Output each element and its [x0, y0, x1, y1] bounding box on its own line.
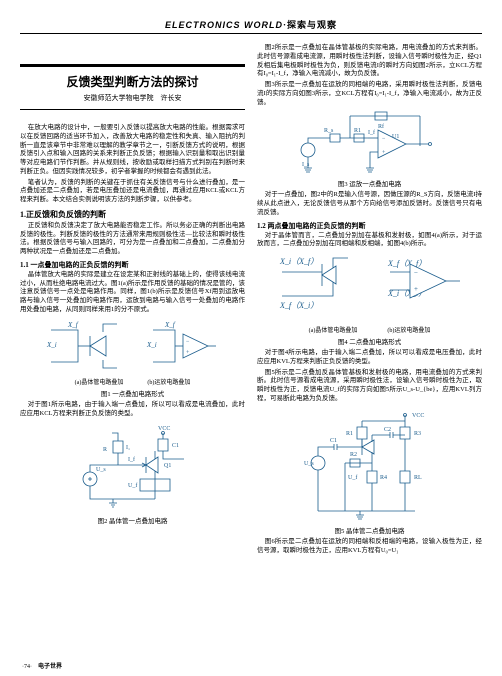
svg-text:I_f: I_f — [368, 129, 375, 136]
svg-text:R2: R2 — [350, 452, 357, 458]
svg-text:R3: R3 — [414, 431, 421, 437]
svg-text:Rf: Rf — [378, 123, 384, 130]
intro-para-1: 在放大电路的设计中，一般要引入反馈以提高放大电路的性能。根据需求可以在反馈回路的… — [20, 124, 245, 177]
right-column: 图2所示是一点叠加在晶体管基极的实际电路，用电流叠加的方式来判断。此时信号源看成… — [257, 44, 482, 652]
section-1-heading: 1.正反馈和负反馈的判断 — [20, 209, 245, 220]
right-para-2: 图3所示是一点叠加在运放的同相端的电路，采用瞬时极性法判断，反馈电流I的实际方向… — [257, 81, 482, 107]
intro-para-2: 笔者认为，反馈的判断的关键在于抓住有关反馈信号与什么进行叠加，是一点叠加还是二点… — [20, 179, 245, 205]
figure-1-subcaptions: (a)晶体管电路叠加 (b)运放电路叠加 — [20, 377, 245, 386]
section-1-1-para-1: 晶体管放大电路的实际是建立在设定某和正射线的基础上的，使得该线电流过小，从而杜绝… — [20, 271, 245, 315]
svg-text:R1: R1 — [354, 128, 361, 134]
svg-text:U_s: U_s — [96, 467, 106, 473]
section-1-2-para-3: 图5所示是二点叠加反晶体管基极和发射极的电路，用电流叠加的方式来判断。此时信号源… — [257, 369, 482, 404]
svg-text:Q1: Q1 — [164, 463, 171, 469]
svg-text:R: R — [103, 447, 107, 453]
left-column: 反馈类型判断方法的探讨 安徽师范大学物电学院 许长安 在放大电路的设计中，一般要… — [20, 44, 245, 652]
svg-text:−: − — [414, 269, 418, 277]
svg-text:X_i: X_i — [46, 341, 57, 349]
svg-text:U1: U1 — [392, 134, 399, 140]
svg-text:X_f: X_f — [67, 321, 79, 329]
figure-5-caption: 图5 晶体管二点叠加电路 — [257, 525, 482, 535]
figure-4-svg: X_i（X_f） X_f（X_i） X_f（X_f） X_i（X_i） − + — [270, 252, 470, 324]
figure-4: X_i（X_f） X_f（X_i） X_f（X_f） X_i（X_i） − + … — [257, 252, 482, 346]
svg-text:X_f（X_f）: X_f（X_f） — [387, 259, 426, 268]
figure-2-caption: 图2 晶体管一点叠加电路 — [20, 515, 245, 525]
svg-text:I_f: I_f — [128, 456, 135, 463]
right-para-1: 图2所示是一点叠加在晶体管基极的实际电路，用电流叠加的方式来判断。此时信号源看成… — [257, 44, 482, 79]
svg-text:R1: R1 — [346, 431, 353, 437]
svg-text:RL: RL — [414, 475, 422, 481]
svg-text:X_i（X_f）: X_i（X_f） — [279, 257, 318, 266]
svg-text:+: + — [414, 285, 418, 293]
figure-4-caption: 图4 二点叠加电路形式 — [257, 336, 482, 346]
article-title: 反馈类型判断方法的探讨 — [20, 73, 245, 90]
figure-5: VCC R1 R3 C1 C2 U_s R2 U_f R4 RL 图5 晶体管二… — [257, 407, 482, 535]
svg-text:R_s: R_s — [324, 128, 334, 134]
section-1-para: 正反馈和负反馈决定了放大电路能否稳定工作。所以务必正确的判断出电路反馈的极性。判… — [20, 222, 245, 257]
svg-text:X_f（X_i）: X_f（X_i） — [279, 301, 318, 310]
svg-text:VCC: VCC — [158, 426, 170, 432]
article-authors: 安徽师范大学物电学院 许长安 — [20, 93, 245, 103]
section-1-1-para-2: 对于图1所示电路，由于输入端一点叠加，所以可以看成是电流叠加，此时应应用KCL方… — [20, 401, 245, 419]
section-1-2-para-2: 对于图4所示电路，由于输入端二点叠加，所以可以看成是电压叠加，此时应应用KVL方… — [257, 349, 482, 367]
section-1-2-para-1: 对于晶体管而言，二点叠加分别加在基极和发射极，如图4(a)所示，对于运放而言，二… — [257, 232, 482, 250]
svg-text:C1: C1 — [330, 438, 337, 444]
svg-text:R4: R4 — [380, 475, 387, 481]
svg-text:X_i: X_i — [146, 341, 157, 349]
figure-1: X_f X_i X_f X_i − + (a)晶体管电路叠加 (b)运放电路叠加… — [20, 318, 245, 398]
svg-text:C2: C2 — [384, 427, 391, 433]
svg-text:VCC: VCC — [412, 413, 424, 419]
section-1-2-heading: 1.2 两点叠加电路的正负反馈的判断 — [257, 221, 482, 231]
figure-3-caption: 图3 运放一点叠加电路 — [257, 178, 482, 188]
svg-text:U_s: U_s — [304, 461, 314, 467]
figure-5-svg: VCC R1 R3 C1 C2 U_s R2 U_f R4 RL — [300, 407, 440, 523]
svg-text:U_f: U_f — [348, 474, 357, 481]
figure-3-svg: Rf I_s R_s R1 I_f − + U1 — [290, 110, 450, 176]
section-1-2-para-4: 图6所示是二点叠加在运放的同相端和反相端的电路，设输入极性为正，经信号源，取瞬时… — [257, 538, 482, 556]
svg-text:I₁: I₁ — [126, 445, 130, 451]
figure-1-svg: X_f X_i X_f X_i − + — [43, 318, 223, 376]
page-footer: ·74· 电子世界 — [22, 661, 62, 670]
figure-2-svg: VCC C1 I_f Q1 I₁ U_s R U_f — [68, 421, 198, 513]
page-header: ELECTRONICS WORLD·探索与观察 — [20, 18, 482, 34]
right-para-3: 对于一点叠加，图2中的R是输入信号源，因做压源的R_S方向，反馈电流I持续从此点… — [257, 191, 482, 217]
figure-1-caption: 图1 一点叠加电路形式 — [20, 388, 245, 398]
figure-2: VCC C1 I_f Q1 I₁ U_s R U_f 图2 晶体管一点叠加电路 — [20, 421, 245, 525]
svg-text:X_f: X_f — [164, 321, 176, 329]
svg-text:C1: C1 — [172, 443, 179, 449]
section-1-1-heading: 1.1 一点叠加电路的正负反馈的判断 — [20, 260, 245, 270]
two-column-layout: 反馈类型判断方法的探讨 安徽师范大学物电学院 许长安 在放大电路的设计中，一般要… — [20, 44, 482, 652]
svg-text:U_f: U_f — [128, 482, 137, 489]
figure-3: Rf I_s R_s R1 I_f − + U1 图3 运放一点叠加电路 — [257, 110, 482, 188]
svg-text:I_s: I_s — [302, 162, 310, 168]
article-title-box: 反馈类型判断方法的探讨 安徽师范大学物电学院 许长安 — [20, 64, 245, 110]
figure-4-subcaptions: (a)晶体管电路叠加 (b)运放电路叠加 — [257, 325, 482, 334]
